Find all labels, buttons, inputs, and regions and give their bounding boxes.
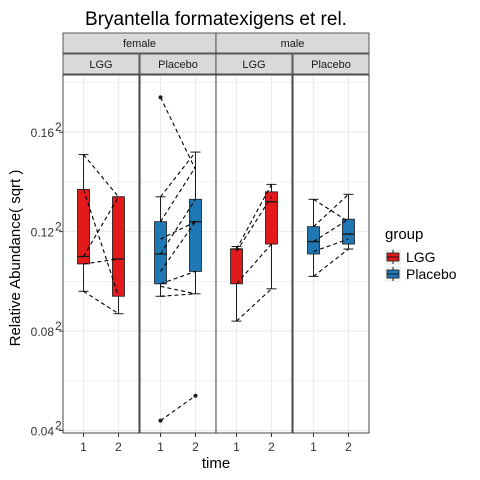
pair-line xyxy=(83,154,119,198)
strip-male-Placebo xyxy=(292,53,370,75)
strip-label-LGG: LGG xyxy=(89,59,112,71)
x-tick-label: 2 xyxy=(115,440,122,454)
panel-background xyxy=(63,75,139,433)
x-tick-label: 2 xyxy=(268,440,275,454)
y-tick-superscript: 2 xyxy=(55,220,62,234)
y-axis: 0.04 20.08 20.12 20.16 2 xyxy=(31,120,63,439)
pair-line xyxy=(313,248,349,277)
x-axis-title: time xyxy=(202,455,230,472)
y-tick-label: 0.08 xyxy=(31,325,55,339)
pair-line xyxy=(236,288,272,322)
y-tick-superscript: 2 xyxy=(55,319,62,333)
outlier-point xyxy=(158,95,163,100)
pair-line xyxy=(236,243,272,285)
pair-line xyxy=(160,151,196,198)
legend-item-Placebo: Placebo xyxy=(385,266,457,282)
panel-border xyxy=(62,74,140,434)
pair-line xyxy=(160,270,196,285)
box-Placebo-time-2 xyxy=(342,193,355,250)
y-axis-title: Relative Abundance( sqrt ) xyxy=(7,170,24,347)
pair-line xyxy=(160,221,196,272)
y-tick-superscript: 2 xyxy=(55,419,62,433)
legend-title: group xyxy=(385,226,423,243)
box-body xyxy=(189,198,202,272)
legend-item-LGG: LGG xyxy=(385,249,436,265)
panel-background xyxy=(293,75,369,433)
x-tick-label: 2 xyxy=(192,440,199,454)
x-tick-label: 1 xyxy=(80,440,87,454)
strip-male xyxy=(215,32,370,54)
box-LGG-time-2 xyxy=(112,196,125,315)
y-tick-label: 0.12 xyxy=(31,226,55,240)
box-body xyxy=(342,218,355,245)
pair-line xyxy=(160,199,196,255)
panel-border xyxy=(292,74,370,434)
pair-line xyxy=(313,238,349,253)
chart-title: Bryantella formatexigens et rel. xyxy=(85,9,347,30)
pair-line xyxy=(160,395,196,422)
panel-female-Placebo xyxy=(139,74,217,434)
strip-female-LGG xyxy=(62,53,140,75)
outlier-point xyxy=(193,393,198,398)
box-body xyxy=(230,248,243,285)
panel-background xyxy=(216,75,292,433)
x-tick-label: 1 xyxy=(233,440,240,454)
panel-background xyxy=(140,75,216,433)
y-tick-label: 0.04 xyxy=(31,425,55,439)
strip-label-male: male xyxy=(281,38,305,50)
box-body xyxy=(77,188,90,265)
pair-line xyxy=(236,184,272,250)
legend-label: LGG xyxy=(406,249,436,265)
pair-line xyxy=(160,285,196,295)
x-axis: 1 2 1 2 1 2 1 2 xyxy=(80,433,352,454)
x-tick-label: 1 xyxy=(310,440,317,454)
pair-line xyxy=(236,196,272,252)
pair-line xyxy=(82,189,120,297)
facet-panels xyxy=(62,74,370,434)
panel-female-LGG xyxy=(62,74,140,434)
pair-line xyxy=(83,196,119,257)
strip-label-Placebo: Placebo xyxy=(158,59,198,71)
pair-line xyxy=(313,193,349,228)
panel-border xyxy=(215,74,293,434)
panel-male-Placebo xyxy=(292,74,370,434)
strip-male-LGG xyxy=(215,53,293,75)
strip-label-Placebo: Placebo xyxy=(311,59,351,71)
box-body xyxy=(265,191,278,245)
box-body xyxy=(154,221,167,285)
pair-line xyxy=(160,166,196,222)
pair-line xyxy=(83,258,119,265)
y-tick-superscript: 2 xyxy=(55,120,62,134)
outlier-point xyxy=(158,418,163,423)
x-tick-label: 2 xyxy=(345,440,352,454)
panel-male-LGG xyxy=(215,74,293,434)
legend-label: Placebo xyxy=(406,266,457,282)
pair-line xyxy=(160,97,196,170)
box-body xyxy=(307,226,320,255)
y-tick-label: 0.16 xyxy=(31,126,55,140)
x-tick-label: 1 xyxy=(157,440,164,454)
box-body xyxy=(112,196,125,297)
strip-label-LGG: LGG xyxy=(242,59,265,71)
strip-label-female: female xyxy=(123,38,156,50)
pair-line xyxy=(160,293,196,297)
facet-strips: female male LGG Placebo LGG Placebo xyxy=(62,32,370,75)
box-Placebo-time-1 xyxy=(307,198,320,277)
